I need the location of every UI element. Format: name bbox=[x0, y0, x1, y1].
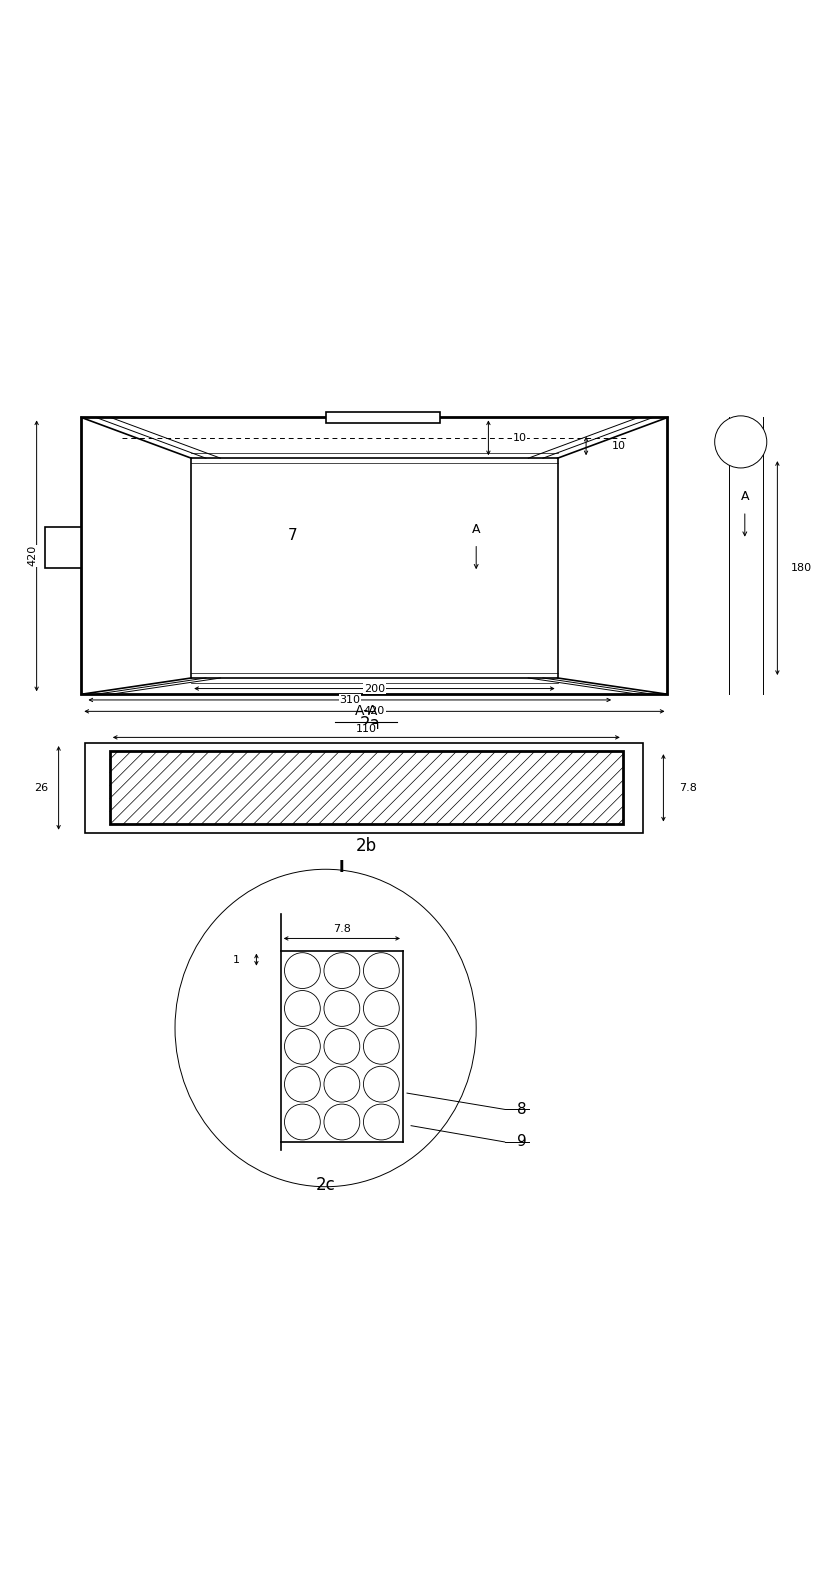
Circle shape bbox=[285, 1105, 321, 1140]
Circle shape bbox=[363, 990, 400, 1027]
Bar bbox=[81, 417, 667, 694]
Text: 2c: 2c bbox=[316, 1176, 335, 1194]
Bar bbox=[326, 412, 440, 423]
Circle shape bbox=[363, 952, 400, 989]
Circle shape bbox=[324, 952, 360, 989]
Text: 10: 10 bbox=[611, 441, 626, 451]
Circle shape bbox=[363, 1028, 400, 1063]
Circle shape bbox=[324, 1067, 360, 1102]
Circle shape bbox=[285, 1067, 321, 1102]
Text: A-A: A-A bbox=[355, 704, 378, 718]
Ellipse shape bbox=[175, 869, 476, 1186]
Text: 2b: 2b bbox=[356, 837, 377, 855]
Text: 8: 8 bbox=[517, 1102, 527, 1118]
Text: 110: 110 bbox=[356, 724, 377, 734]
Text: I: I bbox=[339, 860, 344, 876]
Circle shape bbox=[324, 990, 360, 1027]
Text: A: A bbox=[741, 490, 749, 503]
Text: A: A bbox=[472, 522, 480, 535]
Bar bbox=[45, 527, 81, 568]
Circle shape bbox=[285, 990, 321, 1027]
Text: 7.8: 7.8 bbox=[333, 923, 351, 933]
Text: 10: 10 bbox=[512, 433, 527, 443]
Bar bbox=[110, 751, 623, 825]
Text: 420: 420 bbox=[364, 707, 385, 716]
Text: 2a: 2a bbox=[360, 715, 381, 734]
Bar bbox=[85, 743, 643, 833]
Text: 26: 26 bbox=[33, 783, 48, 793]
Text: 310: 310 bbox=[339, 696, 361, 705]
Text: 420: 420 bbox=[28, 544, 37, 567]
Text: 1: 1 bbox=[233, 955, 239, 965]
Text: 9: 9 bbox=[517, 1135, 527, 1149]
Circle shape bbox=[285, 1028, 321, 1063]
Circle shape bbox=[324, 1105, 360, 1140]
Circle shape bbox=[363, 1105, 400, 1140]
Circle shape bbox=[715, 416, 767, 468]
Circle shape bbox=[285, 952, 321, 989]
Text: 7.8: 7.8 bbox=[679, 783, 697, 793]
Text: 200: 200 bbox=[364, 683, 385, 694]
Text: 7: 7 bbox=[288, 529, 298, 543]
Circle shape bbox=[363, 1067, 400, 1102]
Text: I: I bbox=[738, 435, 743, 449]
Circle shape bbox=[324, 1028, 360, 1063]
Text: 180: 180 bbox=[791, 564, 812, 573]
Bar bbox=[191, 458, 558, 678]
